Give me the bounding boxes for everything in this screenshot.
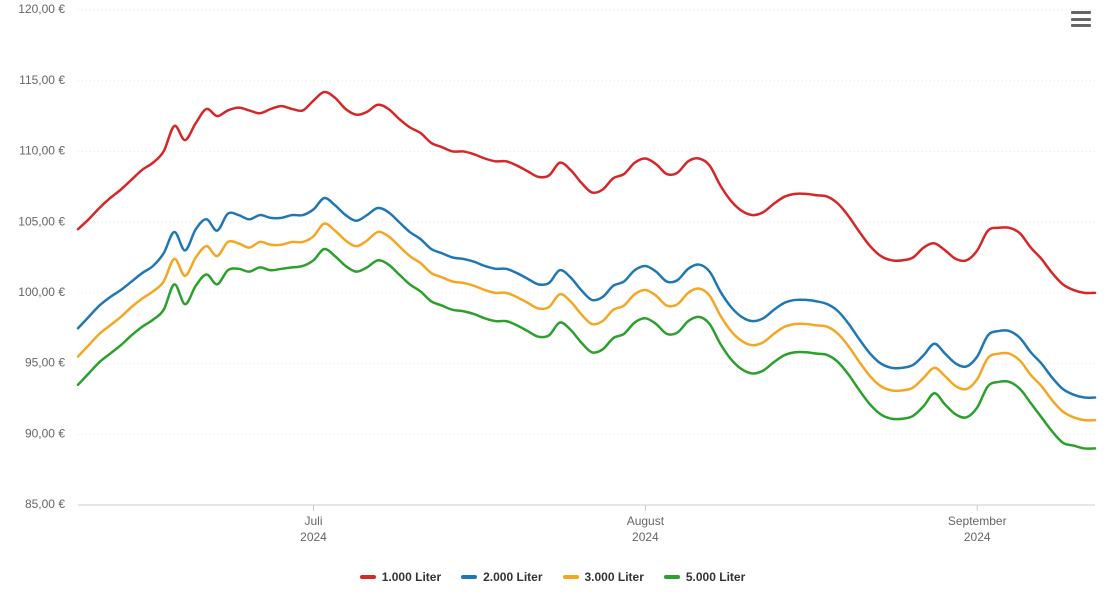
x-axis-tick-label: Juli — [305, 514, 323, 528]
legend-item[interactable]: 3.000 Liter — [563, 570, 644, 584]
y-axis-tick-label: 110,00 € — [19, 144, 65, 158]
legend-label: 1.000 Liter — [382, 570, 441, 584]
hamburger-menu-icon[interactable] — [1069, 8, 1093, 30]
y-axis-tick-label: 115,00 € — [19, 73, 65, 87]
y-axis-tick-label: 85,00 € — [25, 497, 65, 511]
series-line[interactable] — [78, 92, 1095, 293]
legend-swatch — [664, 575, 680, 579]
legend-swatch — [360, 575, 376, 579]
y-axis-tick-label: 95,00 € — [25, 356, 65, 370]
y-axis-tick-label: 100,00 € — [18, 285, 65, 299]
x-axis-tick-sublabel: 2024 — [300, 530, 327, 544]
legend-item[interactable]: 1.000 Liter — [360, 570, 441, 584]
y-axis-tick-label: 90,00 € — [25, 426, 65, 440]
legend-label: 2.000 Liter — [483, 570, 542, 584]
legend-label: 3.000 Liter — [585, 570, 644, 584]
y-axis-tick-label: 105,00 € — [18, 214, 65, 228]
legend-item[interactable]: 5.000 Liter — [664, 570, 745, 584]
legend-swatch — [563, 575, 579, 579]
series-line[interactable] — [78, 223, 1095, 420]
x-axis-tick-sublabel: 2024 — [964, 530, 991, 544]
legend: 1.000 Liter 2.000 Liter 3.000 Liter 5.000 L… — [0, 566, 1105, 584]
legend-label: 5.000 Liter — [686, 570, 745, 584]
x-axis-tick-label: August — [627, 514, 665, 528]
legend-swatch — [461, 575, 477, 579]
y-axis-tick-label: 120,00 € — [18, 2, 65, 16]
chart-container: 85,00 € 90,00 € 95,00 € 100,00 € 105,00 € 110… — [0, 0, 1105, 603]
chart-svg: 85,00 € 90,00 € 95,00 € 100,00 € 105,00 € 110… — [0, 0, 1105, 603]
x-axis-tick-label: September — [948, 514, 1007, 528]
legend-item[interactable]: 2.000 Liter — [461, 570, 542, 584]
series-line[interactable] — [78, 198, 1095, 398]
x-axis-tick-sublabel: 2024 — [632, 530, 659, 544]
